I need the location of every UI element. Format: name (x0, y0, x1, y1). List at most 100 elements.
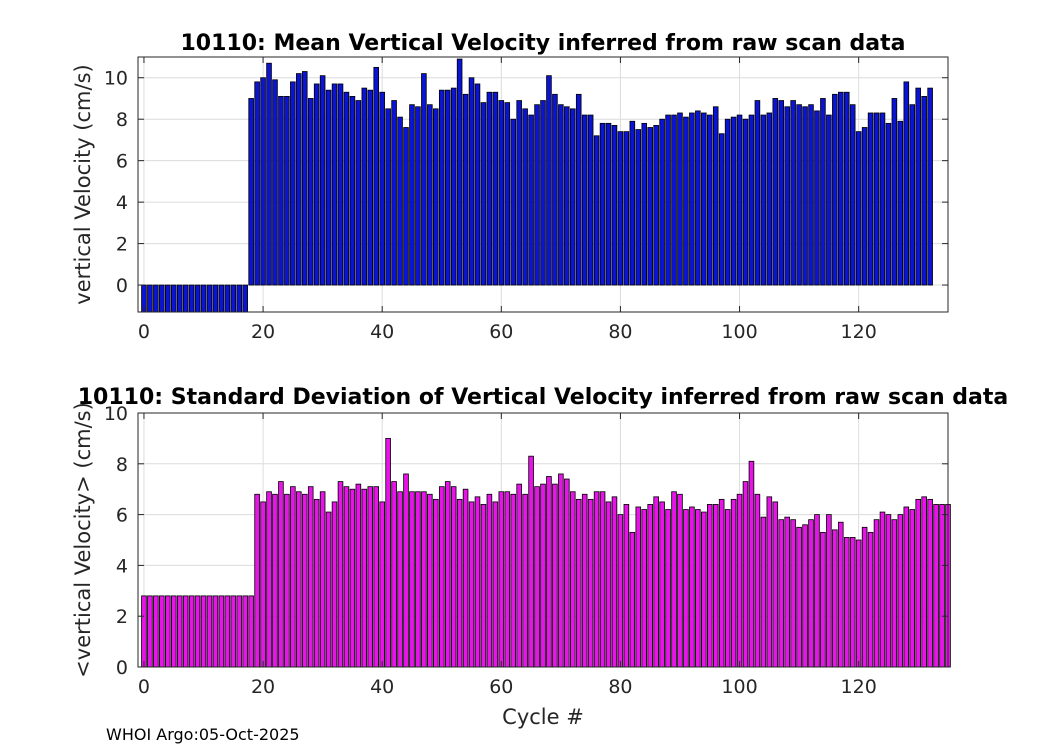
bar (552, 483, 558, 668)
bar (575, 498, 582, 668)
bar (909, 509, 916, 668)
bar (820, 98, 826, 286)
bar (361, 488, 368, 668)
x-tick-label: 80 (608, 321, 632, 343)
bar (325, 511, 332, 668)
bar (462, 93, 469, 286)
bar (433, 108, 439, 286)
bar (915, 87, 922, 286)
bar (415, 491, 421, 668)
bar (748, 114, 755, 286)
bar (462, 488, 469, 668)
bar (915, 498, 922, 668)
y-tick-label: 4 (116, 192, 128, 214)
bar (891, 98, 898, 286)
bar (242, 284, 248, 313)
bar (438, 486, 445, 668)
bar (593, 135, 600, 286)
bar (760, 114, 767, 286)
bar (623, 504, 630, 668)
x-tick-label: 60 (489, 676, 513, 698)
y-tick-label: 4 (116, 555, 128, 577)
x-tick-label: 20 (251, 321, 275, 343)
y-tick-label: 8 (116, 454, 128, 476)
bar (141, 595, 147, 668)
bar (611, 125, 618, 286)
bar (575, 93, 582, 286)
x-tick-label: 120 (841, 321, 877, 343)
bar (296, 73, 302, 286)
bar (307, 486, 314, 668)
bar (385, 437, 391, 668)
bar (736, 493, 743, 668)
x-tick-label: 40 (370, 321, 394, 343)
x-tick-label: 20 (251, 676, 275, 698)
bar (373, 66, 380, 286)
bar (564, 478, 570, 668)
bar (224, 284, 231, 313)
bar (266, 62, 272, 286)
bar (581, 493, 588, 668)
bar (587, 498, 594, 668)
bar (385, 108, 391, 286)
bar (564, 106, 570, 286)
bar (230, 595, 237, 668)
bar (456, 498, 463, 668)
bar (849, 104, 856, 286)
bar (570, 491, 576, 668)
bar (290, 81, 296, 286)
bar (635, 506, 642, 668)
bar (695, 110, 701, 286)
bar (796, 104, 802, 286)
bar (641, 509, 648, 668)
bar (712, 504, 719, 668)
bar (581, 114, 588, 286)
bar (885, 514, 892, 668)
bar (820, 531, 826, 668)
y-tick-label: 0 (116, 657, 128, 679)
bar (653, 125, 659, 286)
bar (843, 91, 850, 286)
bar (301, 71, 308, 286)
bar (170, 595, 177, 668)
bar (540, 100, 546, 286)
mean-velocity-chart: 0 20 40 60 80 100 120 0 2 4 6 8 10 10110: Mean Vertic… (71, 31, 949, 343)
bar (802, 106, 808, 286)
x-tick-label: 80 (608, 676, 632, 698)
bar (617, 131, 624, 286)
bar (182, 595, 189, 668)
bar (170, 284, 177, 313)
bar (313, 498, 320, 668)
bar (766, 496, 773, 668)
bar (301, 493, 308, 668)
bar (903, 506, 910, 668)
bar (605, 501, 612, 668)
bar (224, 595, 231, 668)
bar (444, 481, 451, 668)
bar (724, 509, 731, 668)
bar (867, 531, 874, 668)
bar (498, 100, 505, 286)
bar (242, 595, 248, 668)
bar (248, 98, 254, 286)
bar (778, 100, 785, 286)
bar (313, 83, 320, 286)
bar (200, 595, 207, 668)
bar (861, 127, 868, 286)
bar (254, 81, 260, 286)
bar (415, 106, 421, 286)
bar (290, 486, 296, 668)
bar (528, 114, 534, 286)
bar (671, 114, 677, 286)
bar (272, 79, 278, 286)
bar (236, 284, 243, 313)
bar (748, 460, 755, 668)
bar (147, 284, 153, 313)
y-tick-label: 10 (104, 403, 128, 425)
bar (147, 595, 153, 668)
bar (921, 496, 927, 668)
x-tick-label: 60 (489, 321, 513, 343)
bar (891, 519, 898, 668)
bar (754, 100, 761, 286)
